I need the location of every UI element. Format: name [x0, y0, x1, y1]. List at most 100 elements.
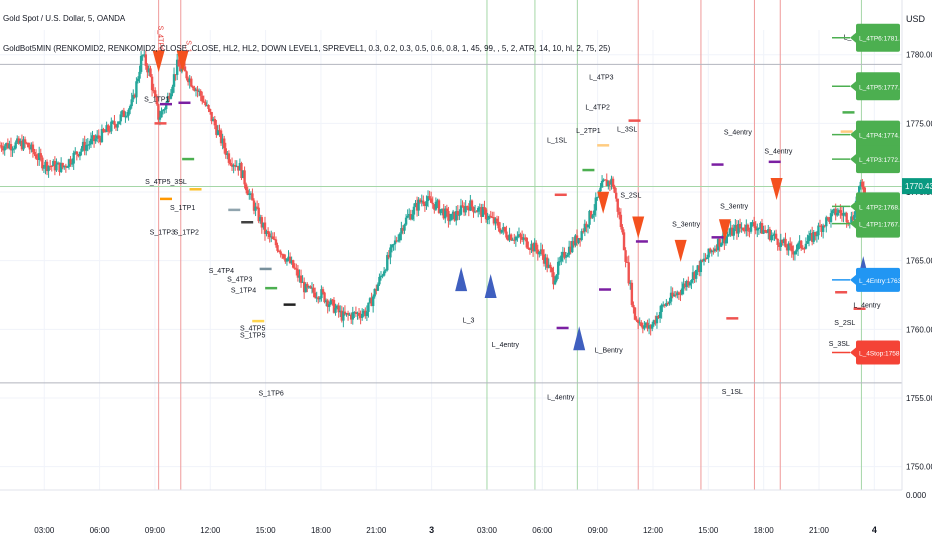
candle-body: [784, 238, 787, 248]
candle-body: [685, 281, 688, 287]
candle-body: [190, 78, 193, 87]
candle-body: [85, 145, 88, 151]
candle-body: [210, 111, 213, 122]
candle-body: [237, 165, 240, 171]
indicator-legend[interactable]: GoldBot5MIN (RENKOMID2, RENKOMID2, CLOSE…: [3, 44, 611, 53]
candle-body: [713, 248, 717, 252]
candle-body: [282, 254, 285, 259]
candle-body: [754, 226, 757, 231]
candle-body: [74, 151, 77, 153]
candle-body: [773, 233, 776, 235]
candle-body: [453, 211, 456, 221]
candle-body: [582, 231, 585, 233]
candle-body: [315, 297, 318, 299]
candle-body: [304, 284, 307, 293]
time-axis[interactable]: 03:00 06:00 09:00 12:00 15:00 18:00 21:00 3 03:0…: [0, 489, 902, 535]
candle-body: [262, 222, 265, 228]
price-tick-label: 1755.000: [906, 394, 932, 403]
candle-body: [790, 245, 793, 252]
candle-body: [589, 210, 593, 218]
candle-body: [632, 304, 635, 308]
candle-body: [158, 117, 162, 120]
signal-label: S_4TP5: [240, 326, 265, 333]
candle-body: [701, 259, 704, 262]
candle-body: [578, 238, 582, 240]
candle-body: [72, 152, 75, 164]
candle-body: [793, 251, 797, 255]
candle-body: [89, 138, 93, 145]
candle-body: [583, 223, 587, 232]
candle-body: [78, 151, 82, 157]
candle-body: [287, 256, 290, 259]
target-pointer: [850, 347, 856, 358]
candle-body: [20, 140, 24, 150]
candle-body: [447, 211, 450, 221]
candle-body: [357, 312, 361, 316]
candle-body: [199, 90, 202, 96]
candle-body: [105, 125, 108, 132]
candle-body: [296, 269, 300, 278]
candle-body: [815, 235, 819, 237]
signal-label: L_3SL: [617, 127, 637, 134]
candle-body: [723, 235, 726, 244]
candle-body: [166, 96, 169, 103]
time-tick-label: 21:00: [366, 526, 387, 535]
candle-body: [558, 261, 561, 263]
candle-body: [831, 210, 834, 214]
candle-body: [411, 214, 414, 220]
candle-body: [726, 235, 729, 237]
candle-body: [580, 231, 583, 240]
candle-body: [45, 161, 49, 172]
signal-label: S_4entry: [724, 129, 753, 136]
candle-body: [163, 109, 166, 111]
candle-body: [343, 311, 347, 315]
candle-body: [585, 223, 588, 228]
candle-body: [359, 315, 362, 318]
candle-body: [483, 207, 486, 210]
candle-body: [414, 202, 417, 207]
price-axis[interactable]: 1780.0001775.0001770.0001765.0001760.000…: [901, 0, 932, 500]
candle-body: [716, 238, 720, 251]
candle-body: [14, 142, 17, 149]
candle-body: [360, 313, 364, 318]
candle-body: [371, 296, 375, 307]
candle-body: [260, 217, 264, 228]
candle-body: [503, 227, 507, 232]
price-tick-label: 0.000: [906, 491, 927, 500]
candles[interactable]: [0, 50, 867, 336]
candle-body: [671, 292, 674, 297]
candle-body: [444, 208, 447, 219]
candle-body: [489, 215, 492, 218]
time-tick-label: 09:00: [588, 526, 609, 535]
candle-body: [88, 144, 91, 146]
candle-body: [97, 135, 100, 139]
candle-body: [382, 271, 386, 276]
candle-body: [762, 229, 765, 234]
candle-body: [851, 216, 855, 220]
candle-body: [318, 298, 322, 300]
candle-body: [840, 212, 844, 216]
candle-body: [386, 255, 389, 271]
candle-body: [335, 305, 339, 309]
candle-body: [218, 130, 221, 132]
candle-body: [607, 181, 610, 187]
candle-body: [11, 149, 14, 151]
candle-body: [522, 237, 525, 240]
candle-body: [699, 259, 703, 273]
candle-body: [12, 148, 16, 150]
price-tick-label: 1750.000: [906, 463, 932, 472]
candle-body: [202, 101, 206, 103]
candle-body: [25, 142, 28, 144]
candle-body: [859, 181, 862, 187]
signal-label: S_4TP5_3SL: [145, 179, 187, 186]
candle-body: [135, 81, 138, 98]
candle-body: [55, 164, 58, 171]
signal-label: L_4TP2: [585, 105, 610, 112]
candle-body: [279, 251, 282, 255]
candle-body: [48, 165, 52, 167]
candle-body: [307, 286, 311, 288]
candle-body: [569, 246, 572, 253]
candle-body: [108, 130, 111, 132]
